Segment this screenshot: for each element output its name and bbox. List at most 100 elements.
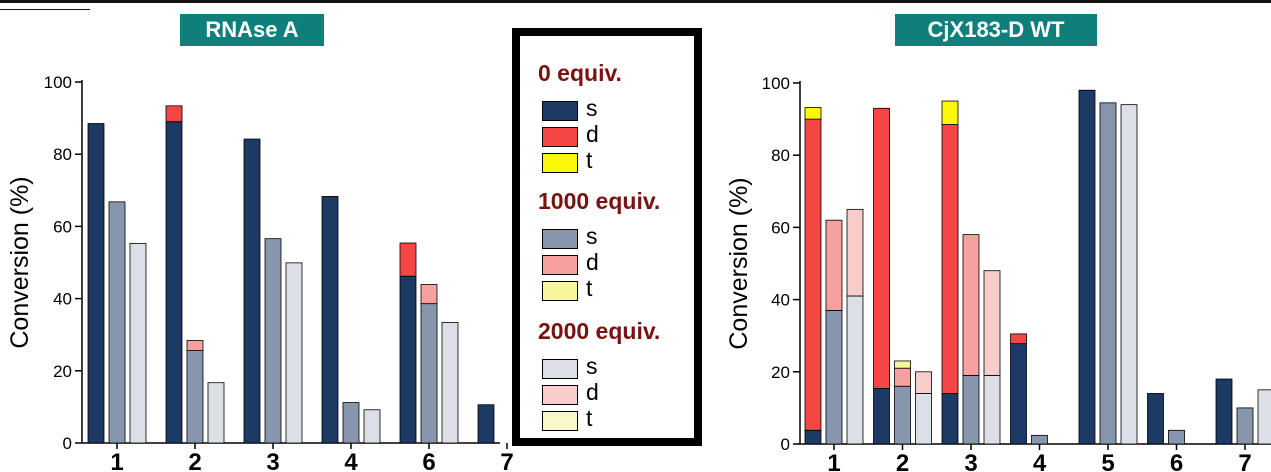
x-tick-label: 1 <box>110 449 123 472</box>
y-tick-label: 0 <box>63 434 72 453</box>
legend-label: s <box>586 223 598 249</box>
x-tick-label: 7 <box>1238 450 1251 472</box>
bar-s-cat-2-group-1 <box>894 385 911 445</box>
top-rule <box>0 0 1271 3</box>
chart-rnase: 0 20 40 60 80 100 Conversion (%) 1 2 3 4 6 7 <box>6 73 537 472</box>
x-tick-label: 5 <box>1101 450 1114 472</box>
legend-swatch <box>542 229 578 249</box>
legend: 0 equiv. s d t 1000 equiv. s d t 2000 eq… <box>512 28 702 446</box>
x-tick-label: 4 <box>344 449 358 472</box>
y-tick-label: 40 <box>771 291 790 310</box>
bar-s-cat-5-group-2 <box>1120 104 1138 445</box>
legend-swatch <box>542 101 578 121</box>
bar-s-cat-5-group-0 <box>1078 89 1096 445</box>
bar-s-cat-4-group-0 <box>321 196 339 444</box>
y-tick-label: 0 <box>781 435 790 454</box>
bar-s-cat-7-group-0 <box>477 404 495 444</box>
legend-swatch <box>542 281 578 301</box>
bar-s-cat-2-group-0 <box>873 388 890 445</box>
legend-swatch <box>542 153 578 173</box>
bar-s-cat-3-group-1 <box>962 375 980 445</box>
bar-t-cat-1-group-0 <box>804 107 822 120</box>
y-tick-label: 80 <box>771 146 790 165</box>
legend-swatch <box>542 385 578 405</box>
bar-s-cat-4-group-1 <box>342 402 360 444</box>
x-tick-label: 2 <box>896 450 909 472</box>
bar-d-cat-2-group-1 <box>186 340 204 351</box>
bar-d-cat-6-group-1 <box>420 284 438 305</box>
bar-s-cat-4-group-2 <box>363 409 381 444</box>
bar-d-cat-3-group-1 <box>962 234 980 376</box>
bar-s-cat-1-group-2 <box>846 295 864 445</box>
bar-s-cat-6-group-2 <box>441 322 459 444</box>
top-rule-thin <box>0 9 90 10</box>
legend-label: t <box>586 147 593 173</box>
legend-swatch <box>542 359 578 379</box>
bar-d-cat-2-group-0 <box>873 107 890 389</box>
bar-s-cat-6-group-0 <box>1147 393 1164 445</box>
x-tick-label: 6 <box>1170 450 1183 472</box>
y-tick-label: 40 <box>53 290 72 309</box>
bar-t-cat-3-group-0 <box>941 100 959 125</box>
bar-d-cat-6-group-0 <box>399 242 417 277</box>
legend-swatch <box>542 255 578 275</box>
legend-heading-0equiv: 0 equiv. <box>538 60 622 86</box>
bar-s-cat-1-group-0 <box>87 123 105 444</box>
x-tick-label: 7 <box>500 449 513 472</box>
x-tick-label: 3 <box>266 449 279 472</box>
y-tick-label: 80 <box>53 145 72 164</box>
bar-s-cat-3-group-2 <box>983 375 1001 445</box>
y-axis-label: Conversion (%) <box>6 176 34 348</box>
legend-label: s <box>586 95 598 121</box>
legend-label: d <box>586 379 599 405</box>
bar-s-cat-4-group-1 <box>1031 434 1048 445</box>
bar-s-cat-1-group-1 <box>825 310 843 445</box>
bar-s-cat-5-group-1 <box>1099 102 1117 445</box>
chart-title-rnase: RNAse A <box>180 14 324 46</box>
legend-label: d <box>586 121 599 147</box>
bar-d-cat-2-group-0 <box>165 105 183 123</box>
bar-s-cat-3-group-0 <box>941 393 959 445</box>
bar-s-cat-6-group-1 <box>1168 429 1185 445</box>
bar-s-cat-1-group-1 <box>108 201 126 444</box>
bar-d-cat-1-group-1 <box>825 219 843 311</box>
y-tick-label: 20 <box>53 362 72 381</box>
x-tick-label: 1 <box>827 450 840 472</box>
bar-s-cat-7-group-1 <box>1236 407 1254 445</box>
x-tick-label: 6 <box>422 449 435 472</box>
legend-swatch <box>542 411 578 431</box>
bar-s-cat-3-group-2 <box>285 262 303 444</box>
legend-swatch <box>542 127 578 147</box>
legend-label: t <box>586 405 593 431</box>
bar-d-cat-1-group-0 <box>804 118 822 431</box>
bar-d-cat-3-group-0 <box>941 124 959 394</box>
bar-s-cat-2-group-2 <box>915 393 932 445</box>
bar-d-cat-2-group-2 <box>915 371 932 394</box>
bar-s-cat-4-group-0 <box>1010 343 1027 445</box>
y-tick-label: 60 <box>771 218 790 237</box>
bar-s-cat-2-group-2 <box>207 382 225 444</box>
bar-s-cat-1-group-2 <box>129 242 147 444</box>
bar-s-cat-3-group-0 <box>243 138 261 444</box>
bar-s-cat-7-group-2 <box>1257 389 1271 445</box>
bar-d-cat-3-group-2 <box>983 270 1001 376</box>
y-tick-label: 20 <box>771 363 790 382</box>
x-tick-label: 2 <box>188 449 201 472</box>
chart-title-cjx183: CjX183-D WT <box>895 14 1097 46</box>
bar-s-cat-7-group-0 <box>1215 378 1233 445</box>
y-tick-label: 60 <box>53 217 72 236</box>
legend-label: s <box>586 353 598 379</box>
legend-label: d <box>586 249 599 275</box>
bar-s-cat-3-group-1 <box>264 238 282 444</box>
bar-d-cat-4-group-0 <box>1010 333 1027 345</box>
y-tick-label: 100 <box>44 73 72 92</box>
legend-heading-2000equiv: 2000 equiv. <box>538 318 661 344</box>
x-tick-label: 4 <box>1033 450 1047 472</box>
legend-label: t <box>586 275 593 301</box>
legend-heading-1000equiv: 1000 equiv. <box>538 188 661 214</box>
y-tick-label: 100 <box>762 74 790 93</box>
bar-t-cat-2-group-1 <box>894 360 911 369</box>
bar-d-cat-1-group-2 <box>846 208 864 297</box>
bar-d-cat-2-group-1 <box>894 367 911 387</box>
